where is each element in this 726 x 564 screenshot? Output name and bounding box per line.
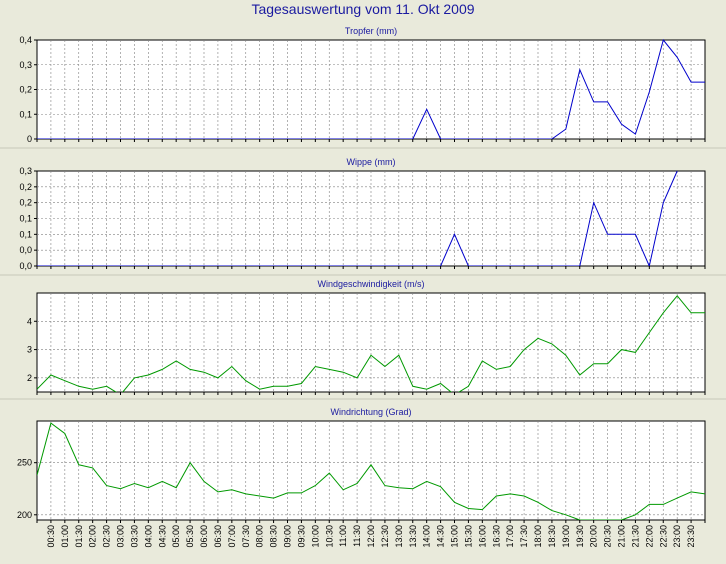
tropfer-y-tick-label: 0 bbox=[27, 134, 32, 144]
x-tick-label: 05:30 bbox=[185, 525, 195, 548]
x-tick-label: 22:00 bbox=[644, 525, 654, 548]
x-tick-label: 17:30 bbox=[519, 525, 529, 548]
x-tick-label: 08:00 bbox=[255, 525, 265, 548]
tropfer-y-tick-label: 0,2 bbox=[19, 85, 32, 95]
x-tick-label: 15:00 bbox=[450, 525, 460, 548]
windgeschwindigkeit-panel-title: Windgeschwindigkeit (m/s) bbox=[317, 279, 424, 289]
windgeschwindigkeit-y-tick-label: 4 bbox=[27, 316, 32, 326]
x-tick-label: 02:30 bbox=[102, 525, 112, 548]
x-tick-label: 21:30 bbox=[630, 525, 640, 548]
x-tick-label: 02:00 bbox=[88, 525, 98, 548]
x-tick-label: 23:30 bbox=[686, 525, 696, 548]
wippe-y-tick-label: 0,1 bbox=[19, 214, 32, 224]
x-tick-label: 21:00 bbox=[617, 525, 627, 548]
x-tick-label: 09:30 bbox=[296, 525, 306, 548]
windrichtung-panel-title: Windrichtung (Grad) bbox=[330, 407, 411, 417]
x-tick-label: 14:00 bbox=[422, 525, 432, 548]
x-tick-label: 20:00 bbox=[589, 525, 599, 548]
x-tick-label: 04:00 bbox=[143, 525, 153, 548]
x-tick-label: 10:30 bbox=[324, 525, 334, 548]
x-tick-label: 06:30 bbox=[213, 525, 223, 548]
wippe-y-tick-label: 0,1 bbox=[19, 229, 32, 239]
x-tick-label: 00:30 bbox=[46, 525, 56, 548]
x-tick-label: 03:00 bbox=[116, 525, 126, 548]
wippe-y-tick-label: 0,2 bbox=[19, 182, 32, 192]
tropfer-y-tick-label: 0,3 bbox=[19, 60, 32, 70]
x-tick-label: 06:00 bbox=[199, 525, 209, 548]
x-tick-label: 07:30 bbox=[241, 525, 251, 548]
wippe-y-tick-label: 0,0 bbox=[19, 261, 32, 271]
windrichtung-y-tick-label: 200 bbox=[17, 510, 32, 520]
x-tick-label: 01:00 bbox=[60, 525, 70, 548]
x-tick-label: 16:00 bbox=[477, 525, 487, 548]
x-tick-label: 19:30 bbox=[575, 525, 585, 548]
x-tick-label: 22:30 bbox=[658, 525, 668, 548]
windrichtung-series-line bbox=[37, 422, 705, 520]
windgeschwindigkeit-series-line bbox=[37, 295, 705, 392]
x-tick-label: 19:00 bbox=[561, 525, 571, 548]
x-tick-label: 08:30 bbox=[269, 525, 279, 548]
windrichtung-y-tick-label: 250 bbox=[17, 458, 32, 468]
wippe-y-tick-label: 0,2 bbox=[19, 198, 32, 208]
x-tick-label: 09:00 bbox=[283, 525, 293, 548]
tropfer-series-line bbox=[37, 39, 705, 139]
x-tick-label: 16:30 bbox=[491, 525, 501, 548]
x-tick-label: 03:30 bbox=[129, 525, 139, 548]
x-tick-label: 04:30 bbox=[157, 525, 167, 548]
x-tick-label: 18:30 bbox=[547, 525, 557, 548]
x-tick-label: 11:00 bbox=[338, 525, 348, 547]
x-tick-label: 13:00 bbox=[394, 525, 404, 548]
x-tick-label: 12:00 bbox=[366, 525, 376, 548]
tropfer-y-tick-label: 0,4 bbox=[19, 35, 32, 45]
windgeschwindigkeit-y-tick-label: 3 bbox=[27, 345, 32, 355]
windgeschwindigkeit-y-tick-label: 2 bbox=[27, 373, 32, 383]
tropfer-panel-title: Tropfer (mm) bbox=[345, 26, 397, 36]
x-tick-label: 15:30 bbox=[463, 525, 473, 548]
x-tick-label: 10:00 bbox=[310, 525, 320, 548]
x-tick-label: 07:00 bbox=[227, 525, 237, 548]
wippe-y-tick-label: 0,3 bbox=[19, 166, 32, 176]
tropfer-y-tick-label: 0,1 bbox=[19, 109, 32, 119]
wippe-panel-title: Wippe (mm) bbox=[347, 157, 396, 167]
wippe-y-tick-label: 0,0 bbox=[19, 245, 32, 255]
x-tick-label: 05:00 bbox=[171, 525, 181, 548]
x-tick-label: 23:00 bbox=[672, 525, 682, 548]
x-tick-label: 01:30 bbox=[74, 525, 84, 548]
chart-main-title: Tagesauswertung vom 11. Okt 2009 bbox=[251, 1, 475, 17]
x-tick-label: 20:30 bbox=[603, 525, 613, 548]
x-tick-label: 12:30 bbox=[380, 525, 390, 548]
x-tick-label: 18:00 bbox=[533, 525, 543, 548]
x-tick-label: 11:30 bbox=[352, 525, 362, 547]
x-tick-label: 17:00 bbox=[505, 525, 515, 548]
x-tick-label: 13:30 bbox=[408, 525, 418, 548]
x-tick-label: 14:30 bbox=[436, 525, 446, 548]
